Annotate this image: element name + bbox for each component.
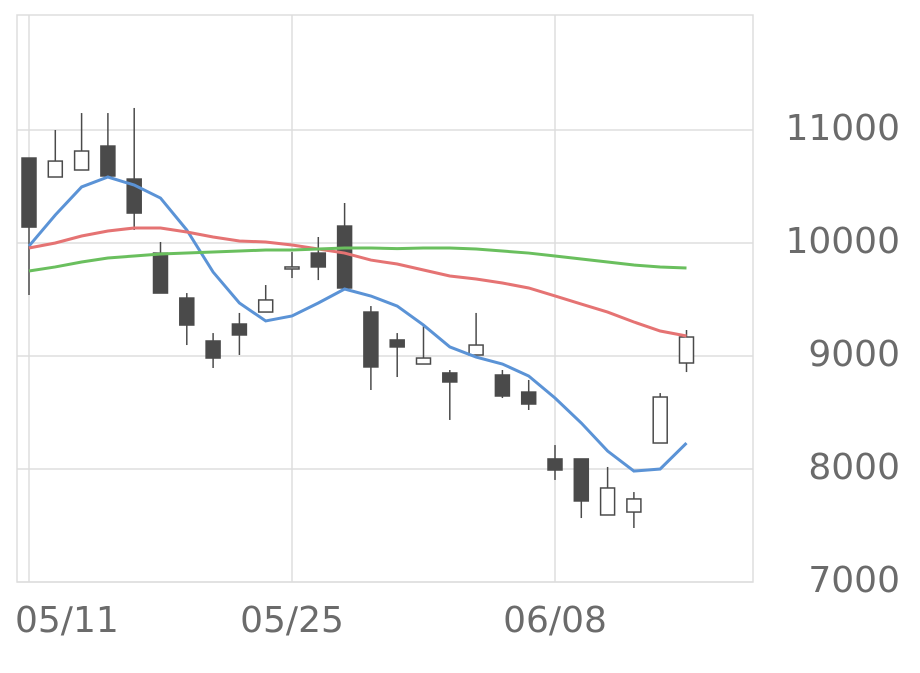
moving-average-line — [28, 226, 687, 338]
candle-body — [205, 340, 221, 359]
plot-frame — [16, 14, 754, 583]
candle-body — [310, 252, 327, 268]
x-tick-label: 06/08 — [503, 600, 607, 641]
candle-body — [468, 344, 484, 356]
candle-body — [678, 336, 695, 364]
moving-average-line — [27, 175, 688, 473]
candle-body — [442, 372, 458, 383]
candle-body — [415, 357, 432, 365]
y-tick-label: 10000 — [785, 221, 900, 262]
candle-body — [231, 323, 248, 336]
candle-body — [389, 339, 405, 348]
candle-body — [21, 157, 37, 228]
y-tick-label: 9000 — [808, 334, 900, 375]
candle-body — [547, 458, 563, 471]
candle-body — [336, 225, 353, 289]
candle-body — [599, 487, 616, 516]
x-tick-label: 05/11 — [15, 600, 119, 641]
x-tick-label: 05/25 — [240, 600, 344, 641]
candle-body — [573, 458, 590, 502]
candle-body — [257, 299, 274, 313]
candle-body — [520, 391, 537, 405]
moving-average-line — [28, 246, 687, 273]
y-tick-label: 11000 — [785, 108, 900, 149]
candle-body — [100, 145, 116, 177]
candle-body — [626, 498, 642, 513]
candle-body — [284, 266, 300, 270]
y-tick-label: 7000 — [808, 560, 900, 601]
y-tick-label: 8000 — [808, 447, 900, 488]
candle-body — [363, 311, 379, 368]
candle-body — [179, 297, 195, 326]
candle-body — [73, 150, 90, 171]
candle-body — [47, 160, 64, 178]
candle-body — [652, 396, 668, 444]
candle-body — [494, 374, 511, 397]
candle-body — [152, 252, 169, 294]
